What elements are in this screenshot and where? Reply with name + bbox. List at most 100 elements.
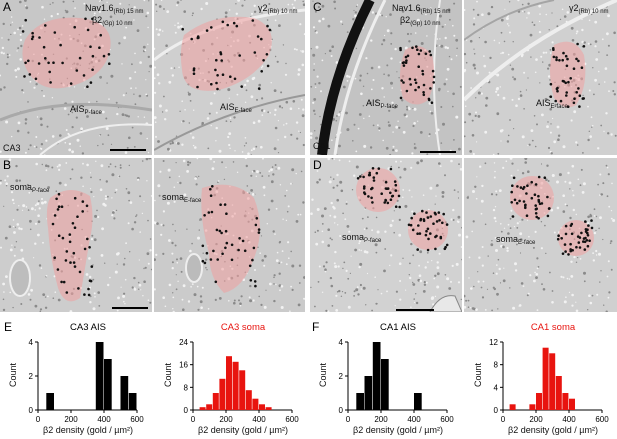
gold-particle	[380, 192, 383, 195]
histogram-3: CA1 AIS 0 200 400 600 0 2 4 β2 density (gold / µ…	[310, 318, 460, 439]
gold-particle	[384, 198, 387, 202]
gold-particle	[389, 198, 393, 201]
gold-particle	[83, 293, 86, 296]
gold-particle	[564, 232, 568, 236]
gold-particle	[57, 234, 61, 237]
gold-particle	[225, 212, 228, 215]
gold-particle	[87, 287, 90, 291]
gold-particle	[73, 226, 77, 229]
gold-particle	[422, 91, 425, 94]
gold-particle	[108, 62, 111, 65]
gold-particle	[444, 245, 447, 249]
gold-particle	[42, 45, 46, 49]
gold-particle	[76, 215, 79, 218]
gold-particle	[91, 68, 94, 71]
ais-region-highlight	[399, 46, 435, 105]
gold-particle	[47, 61, 50, 65]
y-tick-label: 0	[29, 406, 34, 415]
gold-particle	[229, 75, 232, 78]
histogram-bar	[239, 370, 246, 410]
region-label-ca1: CA1	[313, 141, 331, 151]
gold-particle	[49, 81, 52, 84]
gold-particle	[435, 234, 438, 238]
gold-particle	[556, 89, 559, 93]
gold-particle	[513, 198, 517, 202]
gold-particle	[432, 81, 435, 84]
gold-particle	[207, 211, 211, 214]
gold-particle	[586, 234, 590, 237]
gold-particle	[521, 187, 525, 191]
histogram-bar	[381, 359, 389, 410]
y-axis-label: Count	[8, 362, 18, 388]
gold-particle	[265, 53, 269, 56]
gold-particle	[192, 67, 196, 70]
gold-particle	[585, 239, 589, 242]
region-label-ca3: CA3	[3, 143, 21, 153]
gold-particle	[534, 212, 538, 215]
gold-particle	[565, 94, 568, 97]
gold-particle	[586, 228, 589, 231]
gold-particle	[255, 217, 259, 220]
gold-particle	[537, 194, 540, 198]
gold-particle	[438, 219, 441, 222]
histogram-plot: 0 200 400 600 0 2 4	[339, 338, 455, 424]
gold-particle	[107, 53, 111, 56]
gold-particle	[86, 28, 90, 32]
gold-particle	[31, 35, 35, 38]
histogram-4: CA1 soma 0 200 400 600 0 4 8 12 β2 density (gold …	[465, 318, 615, 439]
gold-particle	[560, 237, 563, 240]
gold-particle	[220, 59, 223, 62]
histogram-plot: 0 200 400 600 0 4 8 12	[489, 338, 609, 424]
gold-particle	[28, 73, 32, 76]
gold-particle	[262, 59, 265, 62]
gold-particle	[89, 279, 93, 283]
gold-particle	[546, 214, 550, 218]
histogram-bar	[259, 404, 265, 410]
soma-eface-label: somaE-face	[162, 192, 202, 204]
gold-particle	[442, 212, 445, 216]
gold-particle	[555, 58, 558, 62]
gold-particle	[432, 222, 435, 225]
gold-particle	[586, 244, 590, 248]
micrograph-texture	[154, 0, 305, 155]
histogram-bar	[356, 393, 364, 410]
gold-particle	[219, 203, 222, 206]
histogram-bar	[509, 404, 516, 410]
y-axis-label: Count	[473, 362, 483, 388]
gold-particle	[51, 222, 55, 226]
gold-particle	[77, 287, 80, 290]
gold-particle	[367, 195, 370, 198]
gold-particle	[583, 248, 587, 251]
gold-particle	[427, 237, 430, 241]
gold-particle	[90, 265, 94, 268]
gold-particle	[400, 79, 403, 82]
histogram-bar	[120, 376, 129, 410]
y-tick-label: 2	[29, 372, 34, 381]
gold-particle	[230, 243, 234, 247]
histogram-bar	[46, 393, 54, 410]
gold-particle	[86, 237, 89, 241]
gold-particle	[73, 265, 77, 268]
gold-particle	[210, 26, 213, 29]
gold-particle	[235, 24, 239, 28]
gold-particle	[69, 261, 72, 264]
gold-particle	[71, 222, 75, 225]
gold-particle	[64, 259, 68, 262]
histogram-bar	[372, 342, 381, 410]
y-tick-label: 4	[339, 338, 344, 347]
gold-particle	[428, 50, 431, 53]
gold-particle	[266, 64, 270, 68]
gold-particle	[416, 48, 419, 51]
soma-pface-label: somaP-face	[10, 182, 50, 194]
gold-particle	[546, 195, 549, 199]
x-tick-label: 0	[36, 415, 41, 424]
gold-particle	[524, 206, 527, 210]
gold-particle	[530, 196, 534, 200]
ais-pface-label: AISP-face	[70, 104, 102, 116]
gold-particle	[583, 240, 587, 244]
gold-particle	[260, 37, 263, 41]
gold-particle	[48, 70, 51, 74]
gold-particle	[564, 250, 567, 253]
gold-particle	[399, 48, 402, 52]
gold-particle	[220, 231, 223, 235]
